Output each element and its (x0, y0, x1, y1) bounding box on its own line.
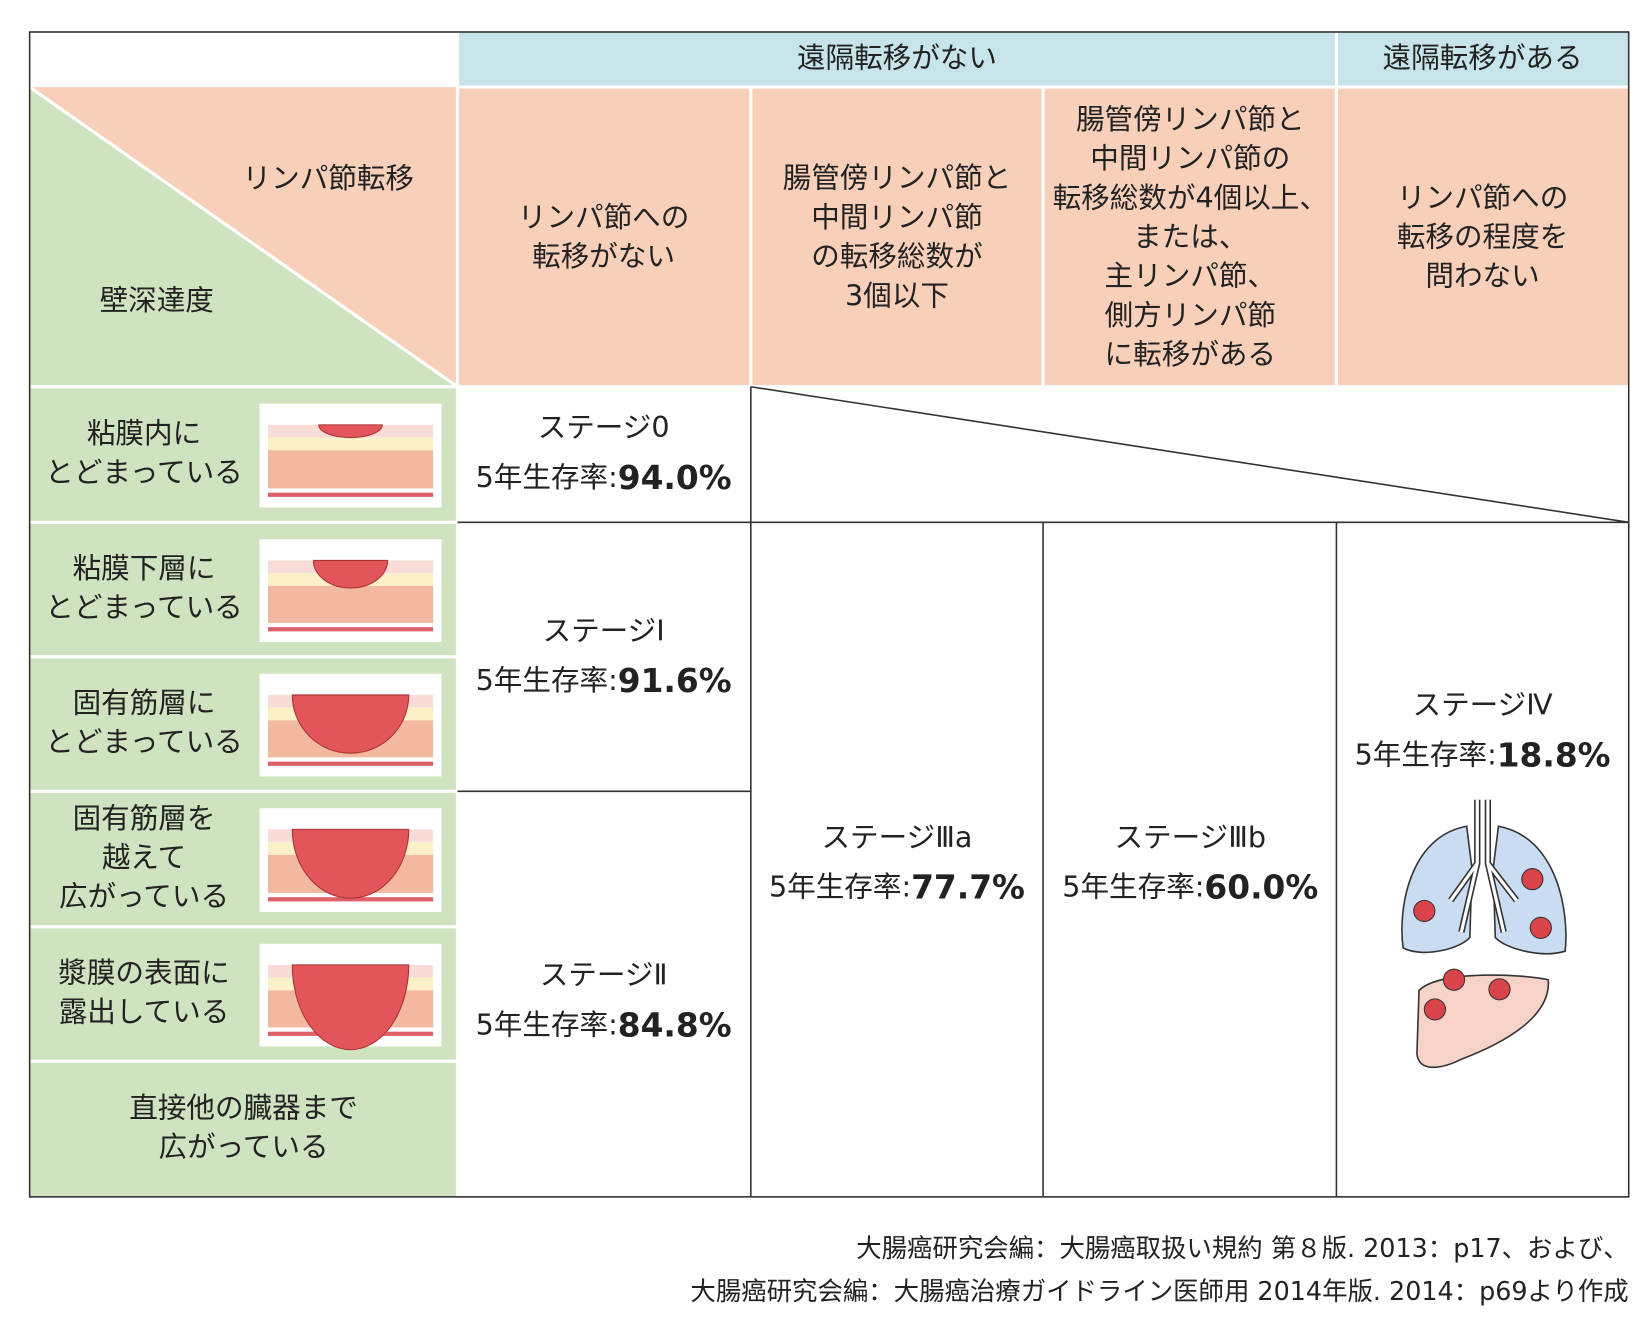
layer (267, 450, 434, 489)
tumor (291, 694, 410, 754)
column-header: 腸管傍リンパ節と (1076, 102, 1305, 136)
column-header: 問わない (1425, 259, 1539, 293)
column-header: 中間リンパ節 (811, 200, 982, 234)
column-header: リンパ節への (518, 200, 689, 234)
layer-illustration (259, 539, 442, 642)
tumor (291, 828, 410, 899)
row-header: とどまっている (45, 455, 242, 489)
column-header: の転移総数が (811, 239, 982, 273)
column-header: 腸管傍リンパ節と (783, 161, 1012, 195)
row-header: 越えて (102, 840, 186, 874)
column-header: または、 (1133, 219, 1247, 253)
row-header: とどまっている (45, 590, 242, 624)
corner-label: 壁深達度 (100, 283, 214, 317)
stage-label: ステージ0 (538, 410, 670, 444)
rate-value: 60.0% (1204, 868, 1318, 906)
stage-label: ステージⅠ (543, 613, 665, 647)
column-header: 転移の程度を (1397, 219, 1568, 253)
survival-rate: 5年生存率:94.0% (476, 458, 732, 496)
corner-label: リンパ節転移 (243, 161, 414, 195)
layer (267, 761, 434, 766)
column-header: 中間リンパ節の (1090, 141, 1290, 175)
survival-rate: 5年生存率:77.7% (769, 868, 1025, 906)
column-header: 3個以下 (845, 278, 949, 312)
header-label: 遠隔転移がある (1383, 41, 1583, 75)
grid-lines (28, 31, 1630, 1198)
layer-illustration (259, 673, 442, 777)
row-header: 粘膜下層に (73, 551, 216, 585)
rate-label: 5年生存率: (476, 1007, 618, 1041)
tumor (312, 559, 389, 589)
header-cell (457, 31, 1337, 88)
rate-label: 5年生存率: (769, 870, 911, 904)
column-header: 転移総数が4個以上、 (1053, 180, 1328, 214)
corner-diagonal (28, 85, 459, 389)
survival-rate: 5年生存率:84.8% (476, 1006, 732, 1044)
inner-white-lines (29, 31, 1629, 1197)
rate-label: 5年生存率: (1355, 737, 1497, 771)
survival-rate: 5年生存率:91.6% (476, 662, 732, 700)
layer (267, 437, 434, 451)
stage-label: ステージⅢb (1114, 820, 1266, 854)
header-cell (1336, 31, 1629, 88)
column-header: 主リンパ節、 (1105, 259, 1276, 293)
source-note: 大腸癌研究会編：大腸癌治療ガイドライン医師用 2014年版. 2014：p69よ… (690, 1276, 1628, 1306)
stage-label: ステージⅢa (821, 820, 972, 854)
rate-value: 91.6% (618, 662, 732, 700)
layer (267, 627, 434, 632)
column-header: に転移がある (1105, 337, 1276, 371)
layer (267, 492, 434, 497)
row-header: 広がっている (159, 1130, 329, 1164)
layer-illustration (259, 403, 442, 508)
layer (267, 585, 434, 623)
rate-value: 18.8% (1497, 736, 1611, 774)
column-header: 転移がない (532, 239, 675, 273)
row-header: 広がっている (59, 879, 229, 913)
rate-value: 77.7% (911, 868, 1025, 906)
column-header: リンパ節への (1397, 180, 1568, 214)
metastasis-illustration (1401, 799, 1567, 1069)
rate-label: 5年生存率: (476, 663, 618, 697)
survival-rate: 5年生存率:18.8% (1355, 736, 1611, 774)
layer-illustration (259, 943, 442, 1051)
stage-label: ステージⅡ (540, 958, 668, 992)
row-header: 粘膜内に (87, 416, 201, 450)
row-header: 漿膜の表面に (58, 955, 229, 989)
tumor (291, 964, 410, 1051)
rate-value: 94.0% (618, 458, 732, 496)
stage-label: ステージⅣ (1413, 688, 1554, 722)
tumor (318, 424, 383, 439)
layer-illustration (259, 808, 442, 913)
row-header: とどまっている (45, 725, 242, 759)
column-header: 側方リンパ節 (1105, 298, 1276, 332)
header-label: 遠隔転移がない (797, 41, 997, 75)
source-note: 大腸癌研究会編：大腸癌取扱い規約 第８版. 2013：p17、および、 (856, 1233, 1628, 1263)
rate-value: 84.8% (618, 1006, 732, 1044)
row-header: 直接他の臓器まで (129, 1091, 358, 1125)
layer (267, 897, 434, 902)
row-header: 固有筋層に (73, 685, 216, 719)
rate-label: 5年生存率: (476, 460, 618, 494)
rate-label: 5年生存率: (1062, 870, 1204, 904)
survival-rate: 5年生存率:60.0% (1062, 868, 1318, 906)
row-header: 露出している (59, 995, 230, 1029)
row-header: 固有筋層を (73, 801, 216, 835)
